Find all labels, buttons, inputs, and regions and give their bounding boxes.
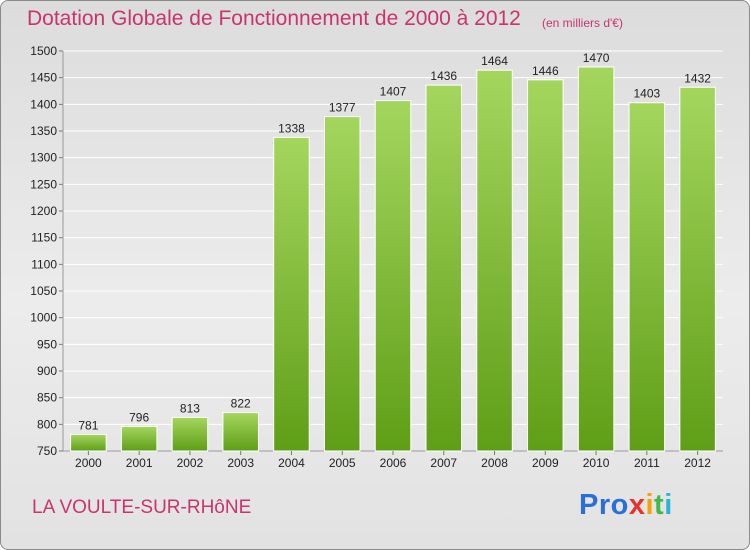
bar-2008 [476, 69, 513, 452]
bar-2003 [222, 412, 259, 452]
bar-2000 [70, 433, 107, 452]
value-label-2004: 1338 [278, 121, 305, 135]
y-tick-label: 950 [37, 337, 57, 351]
y-tick-label: 1500 [30, 44, 57, 58]
bar-2001 [120, 425, 158, 452]
commune-name: LA VOULTE-SUR-RHôNE [32, 497, 252, 518]
bar-2007 [425, 84, 463, 452]
value-label-2010: 1470 [583, 51, 610, 65]
bar-2006 [374, 100, 412, 452]
y-tick-label: 1300 [30, 151, 57, 165]
bar-2010 [577, 66, 615, 452]
y-tick-label: 1150 [31, 231, 57, 245]
y-tick-label: 900 [37, 364, 57, 378]
value-label-2005: 1377 [329, 101, 356, 115]
value-label-2006: 1407 [380, 85, 407, 99]
value-label-2009: 1446 [532, 64, 559, 78]
x-tick-label-2012: 2012 [684, 456, 711, 470]
bar-2009 [527, 79, 564, 452]
y-tick-label: 1100 [31, 257, 57, 271]
y-tick-label: 1450 [30, 71, 57, 85]
y-tick-label: 1350 [30, 124, 57, 138]
x-tick-label-2005: 2005 [329, 456, 356, 470]
x-tick-label-2010: 2010 [583, 456, 610, 470]
bars [70, 66, 716, 452]
value-label-2011: 1403 [633, 87, 660, 101]
y-tick-label: 1200 [30, 204, 57, 218]
value-label-2012: 1432 [684, 71, 711, 85]
chart-unit: (en milliers d'€) [542, 16, 623, 30]
x-tick-label-2001: 2001 [126, 456, 153, 470]
value-label-2000: 781 [78, 418, 98, 432]
x-tick-label-2004: 2004 [278, 456, 305, 470]
y-tick-label: 750 [37, 444, 57, 458]
x-tick-label-2007: 2007 [430, 456, 457, 470]
chart-title: Dotation Globale de Fonctionnement de 20… [27, 7, 521, 30]
x-tick-label-2003: 2003 [227, 456, 254, 470]
x-axis: 2000 2001 2002 2003 2004 2005 2006 2007 2008 2009… [75, 451, 711, 470]
value-label-2002: 813 [180, 401, 200, 415]
bar-2004 [273, 136, 310, 452]
value-label-2007: 1436 [430, 69, 457, 83]
value-label-2003: 822 [231, 397, 251, 411]
y-tick-label: 800 [37, 417, 57, 431]
bar-2002 [171, 416, 209, 452]
x-tick-label-2002: 2002 [177, 456, 204, 470]
x-tick-label-2000: 2000 [75, 456, 102, 470]
x-tick-label-2011: 2011 [634, 456, 660, 470]
y-tick-label: 850 [37, 391, 57, 405]
y-tick-label: 1000 [30, 311, 57, 325]
proxiti-logo: Proxiti [579, 489, 673, 521]
y-tick-label: 1050 [30, 284, 57, 298]
y-tick-label: 1400 [30, 97, 57, 111]
x-tick-label-2006: 2006 [380, 456, 407, 470]
value-labels: 781 796 813 822 1338 1377 1407 1436 1464 1446 1470… [78, 51, 711, 432]
x-tick-label-2009: 2009 [532, 456, 559, 470]
bar-2011 [628, 102, 666, 452]
bar-2012 [679, 86, 716, 452]
value-label-2008: 1464 [481, 54, 508, 68]
bar-2005 [323, 116, 361, 452]
y-tick-label: 1250 [30, 177, 57, 191]
value-label-2001: 796 [129, 410, 149, 424]
x-tick-label-2008: 2008 [481, 456, 508, 470]
